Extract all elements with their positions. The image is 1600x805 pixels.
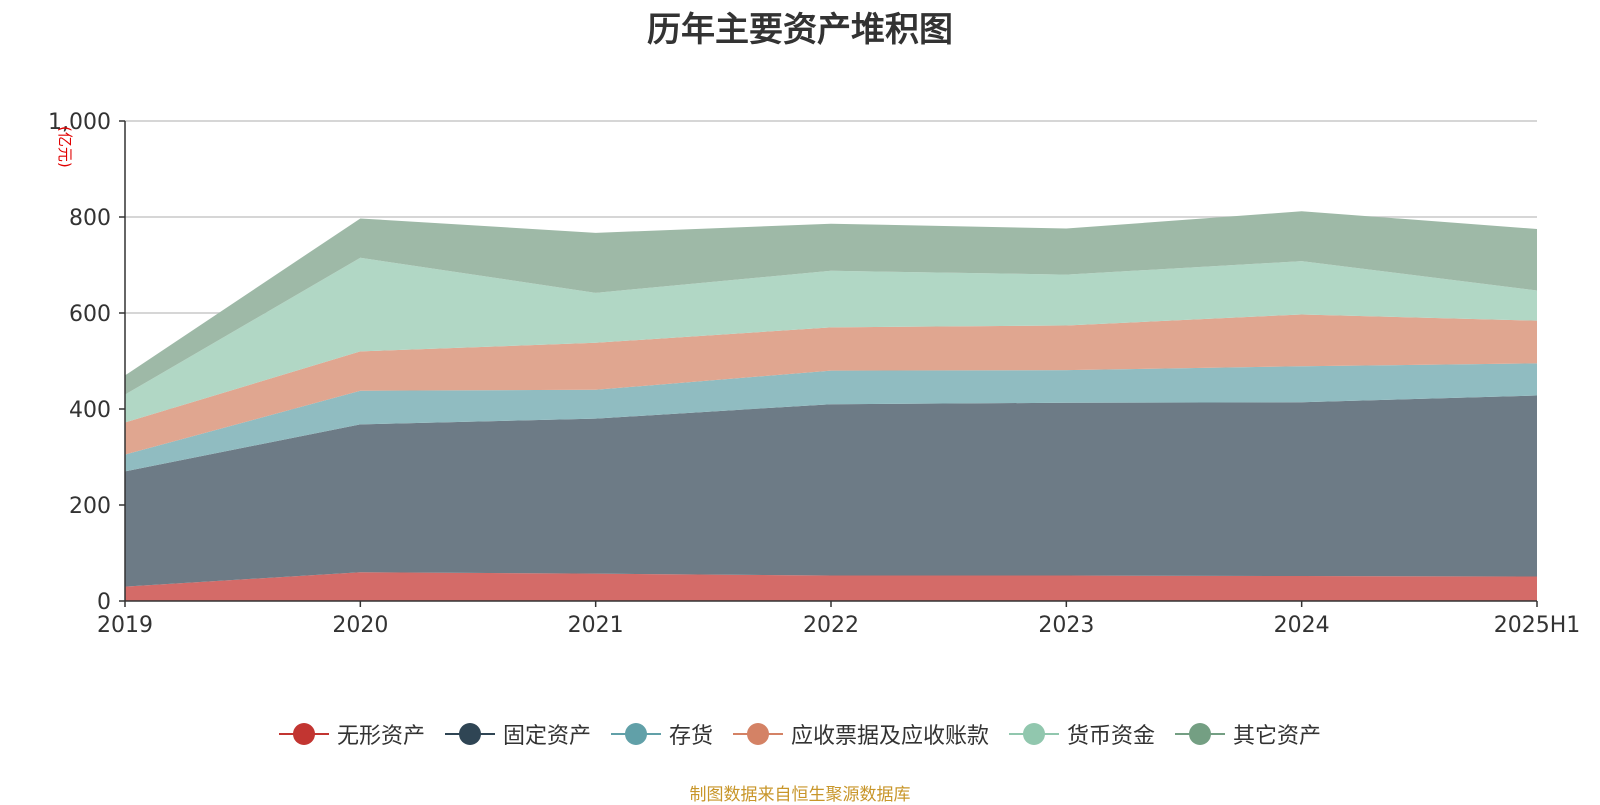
legend-item[interactable]: 货币资金 <box>1009 718 1155 750</box>
x-tick-label: 2024 <box>1274 613 1330 638</box>
legend-item[interactable]: 无形资产 <box>278 718 425 750</box>
area-series-无形资产 <box>125 572 1537 601</box>
y-tick-label: 800 <box>69 206 111 231</box>
x-tick-label: 2025H1 <box>1494 613 1581 638</box>
legend-marker-icon <box>610 723 661 745</box>
legend-item[interactable]: 固定资产 <box>444 718 591 750</box>
area-series <box>125 211 1537 601</box>
legend-marker-icon <box>1175 723 1226 745</box>
chart-title: 历年主要资产堆积图 <box>647 10 953 50</box>
legend-marker-icon <box>733 723 783 745</box>
area-series-其它资产 <box>125 211 1537 395</box>
legend-marker-icon <box>1009 723 1060 745</box>
y-axis-ticks: 0 200 400 600 800 1,000 <box>48 110 125 615</box>
y-tick-label: 600 <box>69 302 111 327</box>
legend-marker-icon <box>444 723 495 745</box>
legend-marker-icon <box>278 723 329 745</box>
legend-label: 其它资产 <box>1233 724 1322 749</box>
x-tick-label: 2020 <box>332 613 388 638</box>
x-tick-label: 2021 <box>568 613 624 638</box>
x-tick-label: 2023 <box>1038 613 1094 638</box>
x-axis-ticks: 2019 2020 2021 2022 2023 2024 2025H1 <box>97 601 1580 638</box>
y-tick-label: 0 <box>97 590 111 615</box>
legend-label: 存货 <box>668 724 713 749</box>
x-tick-label: 2022 <box>803 613 859 638</box>
legend-item[interactable]: 存货 <box>610 718 713 750</box>
legend-label: 应收票据及应收账款 <box>791 724 990 749</box>
y-axis-unit-label: (亿元) <box>56 126 74 168</box>
legend-item[interactable]: 其它资产 <box>1175 718 1321 750</box>
y-tick-label: 1,000 <box>48 110 111 135</box>
y-tick-label: 200 <box>69 494 111 519</box>
area-series-固定资产 <box>125 395 1537 587</box>
y-tick-label: 400 <box>69 398 111 423</box>
source-note: 制图数据来自恒生聚源数据库 <box>689 785 911 805</box>
legend-label: 固定资产 <box>502 724 591 749</box>
x-tick-label: 2019 <box>97 613 153 638</box>
legend-item[interactable]: 应收票据及应收账款 <box>733 718 989 750</box>
area-series-货币资金 <box>125 257 1537 423</box>
legend-label: 无形资产 <box>336 724 425 749</box>
legend-label: 货币资金 <box>1067 724 1156 749</box>
area-series-存货 <box>125 363 1537 472</box>
legend: 无形资产 固定资产 存货 应收票据及应收账款 货币资金 其它资产 <box>0 718 1600 750</box>
area-series-应收票据及应收账款 <box>125 314 1537 455</box>
